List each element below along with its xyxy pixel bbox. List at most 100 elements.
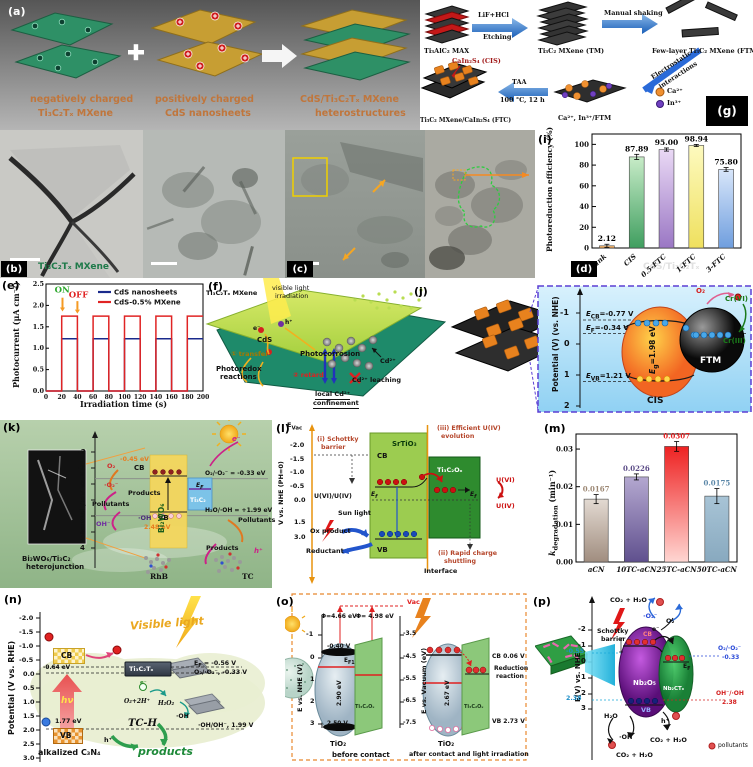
o-tcob-label: Ti₃C₂Oₓ — [464, 704, 484, 710]
etch-label-1: LiF+HCl — [478, 11, 509, 19]
svg-text:2.5: 2.5 — [33, 280, 45, 288]
k-oh: ·OH — [138, 514, 152, 522]
svg-text:aCN: aCN — [588, 565, 605, 574]
hole-dot — [41, 717, 51, 727]
p-schottky-2: barrier — [601, 636, 626, 643]
o-eg2-label: 2.67 eV — [444, 680, 451, 706]
transfer-arrows — [241, 327, 316, 387]
positive-cds-sheets — [150, 9, 264, 77]
o-vac-label: Vac — [407, 598, 420, 606]
p-oh-line-1: OH⁻/·OH — [716, 690, 744, 697]
panel-k-label: (k) — [3, 421, 21, 434]
f-light-label-1: visible light — [272, 284, 310, 292]
tc-molecule — [214, 552, 242, 573]
f-leach-label: Cd²⁺ leaching — [352, 376, 401, 384]
f-light-label-2: irradiation — [275, 292, 309, 300]
p-nbc-label: Nb₂CTₓ — [663, 686, 685, 692]
o-ltick-2: 1 — [310, 675, 315, 683]
svg-text:OFF: OFF — [69, 291, 88, 301]
p-tick-0: -2 — [578, 625, 586, 633]
panel-b-title: Ti₃C₂Tₓ MXene — [38, 262, 109, 272]
max-label: Ti₃AlC₂ MAX — [424, 47, 470, 55]
panel-k: (k) Bi₂WO₆/Ti₃C₂ heterojunction Potentia… — [0, 420, 275, 588]
p-h-label: h⁺ — [661, 717, 670, 725]
o-rtick-2: -5.5 — [403, 675, 417, 682]
j-cr6-label: Cr(VI) — [725, 295, 749, 303]
n-h-label: h⁺ — [104, 736, 113, 744]
panel-c-label: (c) — [292, 263, 308, 275]
k-h-label: h⁺ — [254, 547, 263, 555]
p-pollutants-label: pollutants — [718, 742, 748, 749]
svg-text:0.0175: 0.0175 — [703, 479, 730, 488]
l-schottky-1: (i) Schottky — [317, 436, 359, 443]
taa-label: TAA — [512, 78, 527, 86]
panel-c-label-box: (c) — [287, 261, 313, 277]
plus-sign — [128, 44, 144, 61]
panel-g-label: (g) — [717, 104, 737, 118]
l-tick-3: -0.5 — [290, 482, 305, 490]
l-tick-0: -2.0 — [290, 441, 305, 449]
k-tick-0: -2 — [78, 448, 86, 456]
l-u4-label: U(IV) — [496, 502, 515, 510]
svg-text:0.03: 0.03 — [556, 445, 573, 454]
svg-text:140: 140 — [150, 394, 163, 401]
tm-label: Ti₃C₂ MXene (TM) — [538, 47, 605, 55]
panel-i-label: (i) — [538, 133, 552, 146]
o-red2-label: reaction — [496, 673, 524, 680]
svg-text:3-FTC: 3-FTC — [704, 252, 728, 275]
cd-ion-spheres — [322, 335, 378, 371]
svg-text:1.5: 1.5 — [33, 323, 45, 331]
o-rtick-1: -4.5 — [403, 653, 417, 660]
k-vb-ev: 2.48 eV — [144, 524, 171, 531]
p-cb-label: CB — [643, 631, 652, 638]
electron-dot — [258, 327, 264, 333]
l-vb-label: VB — [377, 546, 388, 554]
ftc-label: Ti₃C₂ MXene/CaIn₂S₄ (FTC) — [420, 117, 512, 124]
tco-box — [428, 456, 481, 539]
o-tio2b-label: TiO₂ — [438, 740, 455, 748]
nb2ctx-ellipse — [658, 635, 694, 713]
ftc-structure — [420, 61, 488, 99]
cds-tem-image — [143, 130, 285, 278]
ftm-flakes — [665, 0, 738, 38]
photoreduction-ylabel: Photoreduction efficiency (%) — [545, 126, 554, 252]
k-oh-line-label: H₂O/·OH = +1.99 eV — [205, 507, 273, 514]
svg-text:95.00: 95.00 — [655, 138, 679, 147]
l-u6-label: U(VI) — [496, 476, 515, 484]
k-pollutants-1: Pollutants — [92, 500, 130, 508]
j-ecb-label: ECB=-0.77 V — [586, 310, 634, 321]
panel-i: 0204060801002.12Blank87.89CIS95.000.5-FT… — [535, 126, 753, 279]
panel-m: 0.00 0.01 0.02 0.03 0.0167 aCN 0.0226 10TC-aCN 0… — [540, 420, 753, 588]
ion-ftm-label: Ca²⁺, In³⁺/FTM — [558, 114, 612, 122]
etch-label-2: Etching — [483, 33, 512, 41]
cds-mxene-tem-image — [285, 130, 425, 278]
n-ef-line-label: EF = -0.56 V — [194, 660, 237, 670]
etching-arrow — [472, 18, 528, 38]
n-tick-1: -1.5 — [19, 628, 34, 636]
n-tic-label: Ti₃C₂Tₓ — [129, 665, 154, 673]
caption-hetero-2: heterostructures — [315, 108, 406, 119]
panel-j-label: (j) — [414, 285, 428, 298]
photocurrent-xlabel: Irradiation time (s) — [80, 399, 167, 409]
o-ltick-1: 0 — [310, 653, 315, 661]
svg-text:0.5: 0.5 — [33, 366, 45, 374]
panel-b-label-box: (b) — [1, 261, 27, 277]
svg-text:10TC-aCN: 10TC-aCN — [616, 565, 657, 574]
p-schottky-1: Schottky — [597, 628, 629, 635]
f-cd-label: Cd²⁺ — [380, 357, 396, 365]
n-tick-6: 1.0 — [23, 698, 35, 706]
k-tick-1: -1 — [78, 464, 86, 472]
microsphere-icon — [285, 657, 314, 699]
o-rtick-3: -6.5 — [403, 697, 417, 704]
o-phi2-label: Φ= 4.98 eV — [356, 613, 394, 620]
svg-text:0: 0 — [584, 244, 589, 253]
l-srtio3-label: SrTiO₃ — [392, 440, 417, 448]
svg-text:80: 80 — [105, 394, 113, 401]
cyan-cone — [585, 644, 615, 686]
panel-g-label-box: (g) — [706, 96, 748, 126]
n-oh-line-label: ·OH/OH⁻, 1.99 V — [198, 722, 254, 729]
panel-c: (c) CdS nanosheets 50 nm — [143, 130, 424, 388]
photocurrent-ylabel: Photocurrent (μA cm⁻²) — [11, 281, 21, 388]
p-tick-5: 3 — [581, 704, 586, 712]
n-axis-label: Potential (V vs. RHE) — [7, 640, 16, 735]
